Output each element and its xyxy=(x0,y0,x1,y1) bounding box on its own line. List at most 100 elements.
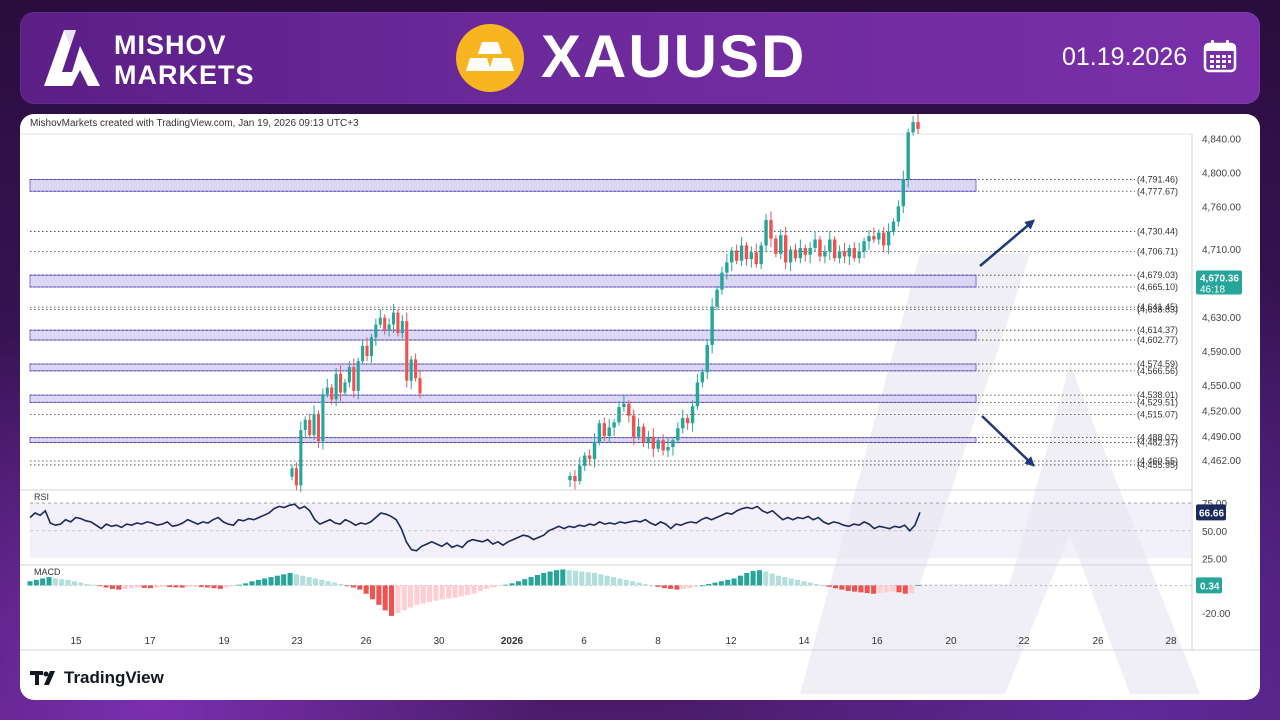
macd-bar xyxy=(293,574,299,586)
date-axis-tick: 2026 xyxy=(501,636,524,647)
macd-bar xyxy=(794,579,801,586)
candle-body xyxy=(343,382,347,393)
date-axis: 15 17 19 23 26 30 2026 6 8 12 14 16 20 22 26 28 xyxy=(70,636,1177,647)
candle-body xyxy=(808,247,812,255)
candle-body xyxy=(872,236,876,240)
sr-level-label: (4,515.07) xyxy=(1137,410,1178,420)
macd-bar xyxy=(509,583,515,586)
macd-bar xyxy=(687,585,693,589)
macd-bar xyxy=(452,585,458,598)
rsi-value-label: 66.66 xyxy=(1199,508,1224,519)
candle-body xyxy=(837,251,842,259)
macd-bar xyxy=(649,585,655,587)
date-axis-tick: 8 xyxy=(655,636,661,647)
candle-body xyxy=(656,440,660,449)
candle-body xyxy=(290,468,294,477)
price-axis-tick: 4,760.00 xyxy=(1202,202,1241,213)
macd-bar xyxy=(255,579,261,586)
candle-body xyxy=(906,132,910,180)
candle-body xyxy=(739,245,744,261)
candle-body xyxy=(847,247,852,257)
candle-body xyxy=(405,321,409,381)
macd-bar xyxy=(477,585,483,591)
candle-body xyxy=(877,232,881,240)
candle-body xyxy=(793,249,798,259)
candle-body xyxy=(690,406,695,424)
candle-body xyxy=(409,359,413,381)
candle-body xyxy=(578,465,582,482)
macd-bar xyxy=(864,585,870,594)
candle-body xyxy=(308,419,312,436)
price-axis-tick: 4,462.00 xyxy=(1202,456,1241,467)
macd-bar xyxy=(871,585,877,594)
candle-body xyxy=(734,250,739,261)
candle-body xyxy=(622,403,626,408)
candle-body xyxy=(592,441,597,459)
date-axis-tick: 23 xyxy=(291,636,303,647)
candle-body xyxy=(597,423,602,442)
trend-arrows xyxy=(979,219,1036,467)
candle-body xyxy=(700,372,705,383)
candle-body xyxy=(369,337,373,357)
macd-bar xyxy=(186,585,192,588)
candle-body xyxy=(352,367,356,391)
bearish-arrow xyxy=(981,415,1035,467)
candles xyxy=(290,114,920,493)
macd-bar xyxy=(890,585,896,592)
price-axis-tick: 4,800.00 xyxy=(1202,168,1241,179)
macd-bar xyxy=(331,582,337,586)
candle-body xyxy=(681,418,685,429)
date-axis-tick: 17 xyxy=(144,636,156,647)
macd-bar xyxy=(801,581,807,586)
macd-bar xyxy=(852,585,858,592)
macd-bar xyxy=(585,572,591,586)
candle-body xyxy=(730,250,734,263)
candle-body xyxy=(661,440,665,451)
candle-body xyxy=(891,221,896,232)
macd-bar xyxy=(414,585,420,605)
countdown-label: 46:18 xyxy=(1200,285,1225,296)
macd-bar xyxy=(522,579,528,586)
gold-bars-icon xyxy=(456,24,524,92)
macd-value-tag xyxy=(1196,577,1222,594)
candle-body xyxy=(316,413,321,442)
candle-body xyxy=(387,324,391,330)
candle-body xyxy=(636,426,641,437)
macd-bar xyxy=(591,572,598,586)
candle-body xyxy=(901,179,906,207)
macd-bar xyxy=(756,570,762,586)
macd-bar xyxy=(902,585,908,594)
candle-body xyxy=(641,426,646,442)
macd-bar xyxy=(712,582,718,586)
macd-bar xyxy=(515,581,521,586)
sr-zone xyxy=(29,363,977,372)
candle-body xyxy=(828,239,832,252)
macd-bar xyxy=(300,575,306,586)
macd-bar xyxy=(737,575,743,586)
macd-bar xyxy=(674,585,680,590)
sr-zone xyxy=(29,394,977,403)
macd-bar xyxy=(623,579,629,586)
rsi-value-tag xyxy=(1196,504,1226,521)
price-chart[interactable]: (4,791.46)(4,777.67) (4,730.44) (4,706.71)… xyxy=(20,114,1260,700)
candle-body xyxy=(685,418,690,424)
last-price-label: 4,670.36 xyxy=(1200,274,1239,285)
macd-bar xyxy=(420,585,426,604)
macd-bar xyxy=(52,578,58,586)
macd-bar xyxy=(401,585,407,611)
date-axis-tick: 30 xyxy=(433,636,445,647)
macd-bar xyxy=(192,585,198,587)
macd-bar xyxy=(877,585,883,594)
macd-bar xyxy=(224,585,230,588)
candle-body xyxy=(710,306,714,345)
candle-body xyxy=(769,219,773,239)
macd-bar xyxy=(84,584,90,586)
sr-level-label: (4,602.77) xyxy=(1137,335,1178,345)
candle-body xyxy=(303,419,307,431)
sr-level-label: (4,665.10) xyxy=(1137,282,1178,292)
macd-bar xyxy=(813,584,820,586)
macd-bar xyxy=(750,570,756,586)
macd-bar xyxy=(287,572,293,586)
candle-body xyxy=(356,361,360,391)
